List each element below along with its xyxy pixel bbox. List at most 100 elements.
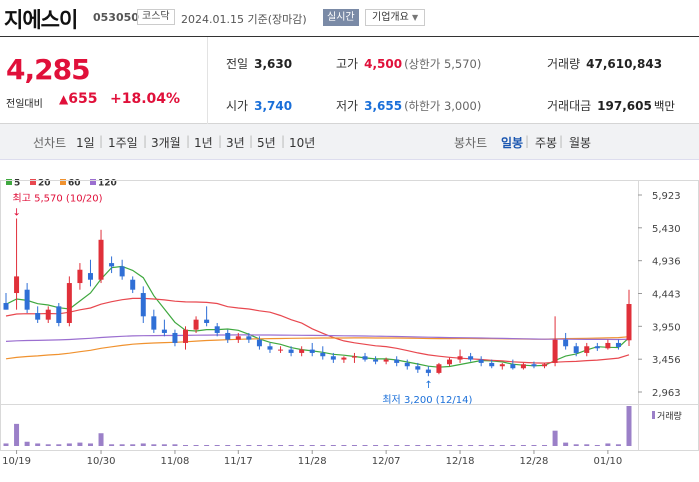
period-10y[interactable]: 10년: [289, 136, 316, 150]
candle-body: [119, 266, 125, 277]
period-1d[interactable]: 1일: [76, 136, 95, 150]
volume-bar: [615, 444, 621, 446]
y-tick-label: 4,936: [652, 257, 681, 268]
candle-body: [436, 364, 442, 373]
candle-body: [499, 364, 505, 367]
volume-bar: [330, 445, 336, 446]
candle-body: [383, 359, 389, 362]
legend-swatch-60: [60, 179, 66, 185]
candle-body: [56, 306, 62, 323]
volume-bar: [299, 445, 305, 446]
candle-body: [267, 346, 273, 350]
line-chart-label: 선차트: [33, 136, 67, 150]
volume-bar: [499, 445, 505, 446]
legend-label-5: 5: [14, 179, 20, 189]
candle-body: [542, 364, 548, 367]
volume-bar: [77, 442, 83, 446]
volume-bar: [35, 443, 41, 446]
volume-label: 거래량: [547, 57, 581, 71]
candle-body: [299, 349, 305, 353]
legend-swatch-20: [30, 179, 36, 185]
candle-body: [235, 336, 241, 340]
candle-weekly[interactable]: 주봉: [535, 136, 558, 150]
volume-bar: [542, 445, 548, 446]
period-3y[interactable]: 3년: [226, 136, 245, 150]
separator: |: [186, 134, 191, 148]
volume-label: 거래량: [657, 410, 682, 422]
candle-body: [3, 303, 9, 310]
x-tick-label: 12/07: [372, 456, 401, 467]
change-amount: 655: [68, 91, 98, 107]
price-plot-frame: [0, 180, 699, 405]
candle-body: [362, 356, 368, 360]
down-arrow-icon: ↓: [13, 207, 21, 218]
volume-bar: [446, 445, 452, 446]
volume-bar: [320, 445, 326, 446]
separator: |: [143, 134, 148, 148]
volume-bar: [288, 445, 294, 446]
prev-close-label: 전일: [226, 57, 249, 71]
candle-body: [320, 352, 326, 357]
open-value: 3,740: [254, 99, 293, 113]
ma-line-60: [5, 336, 630, 360]
legend-swatch-120: [90, 179, 96, 185]
x-tick-label: 11/08: [161, 456, 190, 467]
volume-bar: [109, 444, 115, 446]
candle-body: [45, 309, 51, 320]
volume-bar: [119, 444, 125, 446]
candle-body: [394, 359, 400, 363]
candle-body: [552, 339, 558, 363]
candle-body: [309, 349, 315, 353]
volume-bar: [161, 444, 167, 446]
volume-bar: [478, 445, 484, 446]
candle-body: [98, 239, 104, 280]
y-tick-label: 3,950: [652, 322, 681, 333]
candle-body: [66, 283, 72, 323]
volume-bar: [278, 445, 284, 446]
candle-monthly[interactable]: 월봉: [569, 136, 592, 150]
market-badge: 코스닥: [137, 9, 175, 25]
y-tick-label: 3,456: [652, 355, 681, 366]
candle-body: [373, 359, 379, 362]
high-annotation: 최고 5,570 (10/20): [13, 192, 103, 204]
y-tick-label: 5,430: [652, 224, 681, 235]
volume-chart: 거래량: [3, 406, 682, 446]
period-selector: 선차트 1일 | 1주일 | 3개월 | 1년 | 3년 | 5년 | 10년 …: [0, 124, 699, 160]
candle-body: [109, 263, 115, 267]
volume-bar: [510, 445, 516, 446]
volume-bar: [383, 445, 389, 446]
candle-body: [246, 336, 252, 340]
volume-bar: [45, 444, 51, 446]
candle-body: [151, 316, 157, 330]
x-tick-label: 12/18: [446, 456, 475, 467]
company-info-dropdown[interactable]: 기업개요 ▼: [365, 9, 426, 26]
period-3m[interactable]: 3개월: [151, 136, 181, 150]
volume-bar: [98, 433, 104, 446]
candle-body: [256, 339, 262, 347]
ma-line-120: [5, 334, 630, 342]
candle-body: [204, 319, 210, 323]
change-percent: +18.04%: [110, 91, 181, 107]
separator: |: [281, 134, 286, 148]
candle-body: [24, 289, 30, 310]
candle-body: [130, 279, 136, 290]
period-1y[interactable]: 1년: [194, 136, 213, 150]
period-1w[interactable]: 1주일: [108, 136, 138, 150]
candle-body: [341, 357, 347, 360]
volume-bar: [436, 445, 442, 446]
volume-bar: [605, 443, 611, 446]
company-info-label: 기업개요: [372, 12, 409, 23]
candle-daily[interactable]: 일봉: [501, 136, 524, 150]
volume-bar: [552, 430, 558, 446]
realtime-button[interactable]: 실시간: [323, 9, 359, 26]
quote-panel: 4,285 전일대비 ▲655 +18.04% 전일 3,630 고가 4,500(…: [0, 36, 699, 124]
candle-body: [489, 362, 495, 367]
chevron-down-icon: ▼: [412, 13, 419, 22]
volume-bar: [24, 441, 30, 446]
quote-date: 2024.01.15 기준(장마감): [181, 13, 307, 26]
volume-bar: [468, 445, 474, 446]
amount-label: 거래대금: [547, 99, 592, 113]
period-5y[interactable]: 5년: [257, 136, 276, 150]
volume-bar: [373, 445, 379, 446]
price-chart[interactable]: 5 20 60 120 5,923 5,430 4,936 4,443 3,950 3,456 2…: [0, 160, 699, 482]
